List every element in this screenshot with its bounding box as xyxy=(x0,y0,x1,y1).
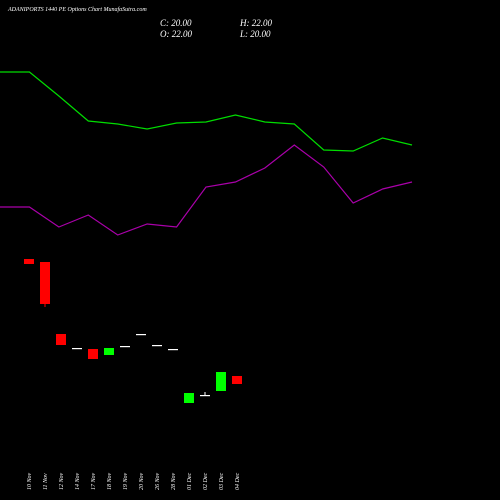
candle-body xyxy=(104,348,114,355)
candle-body xyxy=(184,393,194,403)
x-tick-label: 17 Nov xyxy=(91,472,97,490)
x-tick-label: 04 Dec xyxy=(234,473,241,490)
candle-body xyxy=(200,395,210,397)
indicator-line xyxy=(0,71,413,152)
candle-body xyxy=(72,348,82,350)
ohlc-close: C: 20.00 xyxy=(160,18,192,28)
x-tick-label: 01 Dec xyxy=(187,473,193,490)
candle-body xyxy=(168,349,178,351)
ohlc-low: L: 20.00 xyxy=(239,29,271,39)
x-tick-label: 19 Nov xyxy=(123,472,129,490)
x-tick-label: 10 Nov xyxy=(27,472,33,490)
x-tick-label: 12 Nov xyxy=(59,472,65,490)
ohlc-high: H: 22.00 xyxy=(239,18,272,28)
x-tick-label: 14 Nov xyxy=(74,472,81,490)
indicator-line xyxy=(0,144,413,236)
x-tick-label: 18 Nov xyxy=(107,472,113,490)
candle-body xyxy=(56,334,66,345)
x-tick-label: 20 Nov xyxy=(139,472,145,490)
ohlc-open: O: 22.00 xyxy=(160,29,192,39)
candle-body xyxy=(136,334,146,336)
candle-body xyxy=(120,346,130,348)
chart-title: ADANIPORTS 1440 PE Options Chart MunafaS… xyxy=(7,6,147,13)
x-tick-label: 11 Nov xyxy=(43,473,49,490)
x-tick-label: 03 Dec xyxy=(219,473,225,490)
candle-body xyxy=(24,259,34,264)
x-tick-label: 28 Nov xyxy=(171,472,177,490)
x-tick-label: 26 Nov xyxy=(155,472,161,490)
candle-body xyxy=(216,372,226,391)
candle-body xyxy=(152,345,162,347)
x-tick-label: 02 Dec xyxy=(203,473,209,490)
candle-body xyxy=(232,376,242,384)
candle-body xyxy=(40,262,50,304)
candle-body xyxy=(88,349,98,359)
